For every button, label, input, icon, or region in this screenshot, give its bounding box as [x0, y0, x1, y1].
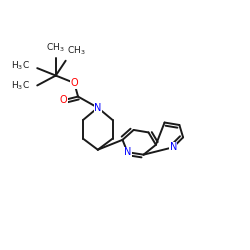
- Text: CH$_3$: CH$_3$: [46, 42, 65, 54]
- Text: CH$_3$: CH$_3$: [67, 44, 86, 57]
- Text: O: O: [70, 78, 78, 88]
- Text: H$_3$C: H$_3$C: [11, 60, 30, 72]
- Text: N: N: [124, 147, 131, 157]
- Text: N: N: [170, 142, 177, 152]
- Text: O: O: [60, 95, 67, 105]
- Text: H$_3$C: H$_3$C: [11, 79, 30, 92]
- Text: N: N: [94, 103, 102, 113]
